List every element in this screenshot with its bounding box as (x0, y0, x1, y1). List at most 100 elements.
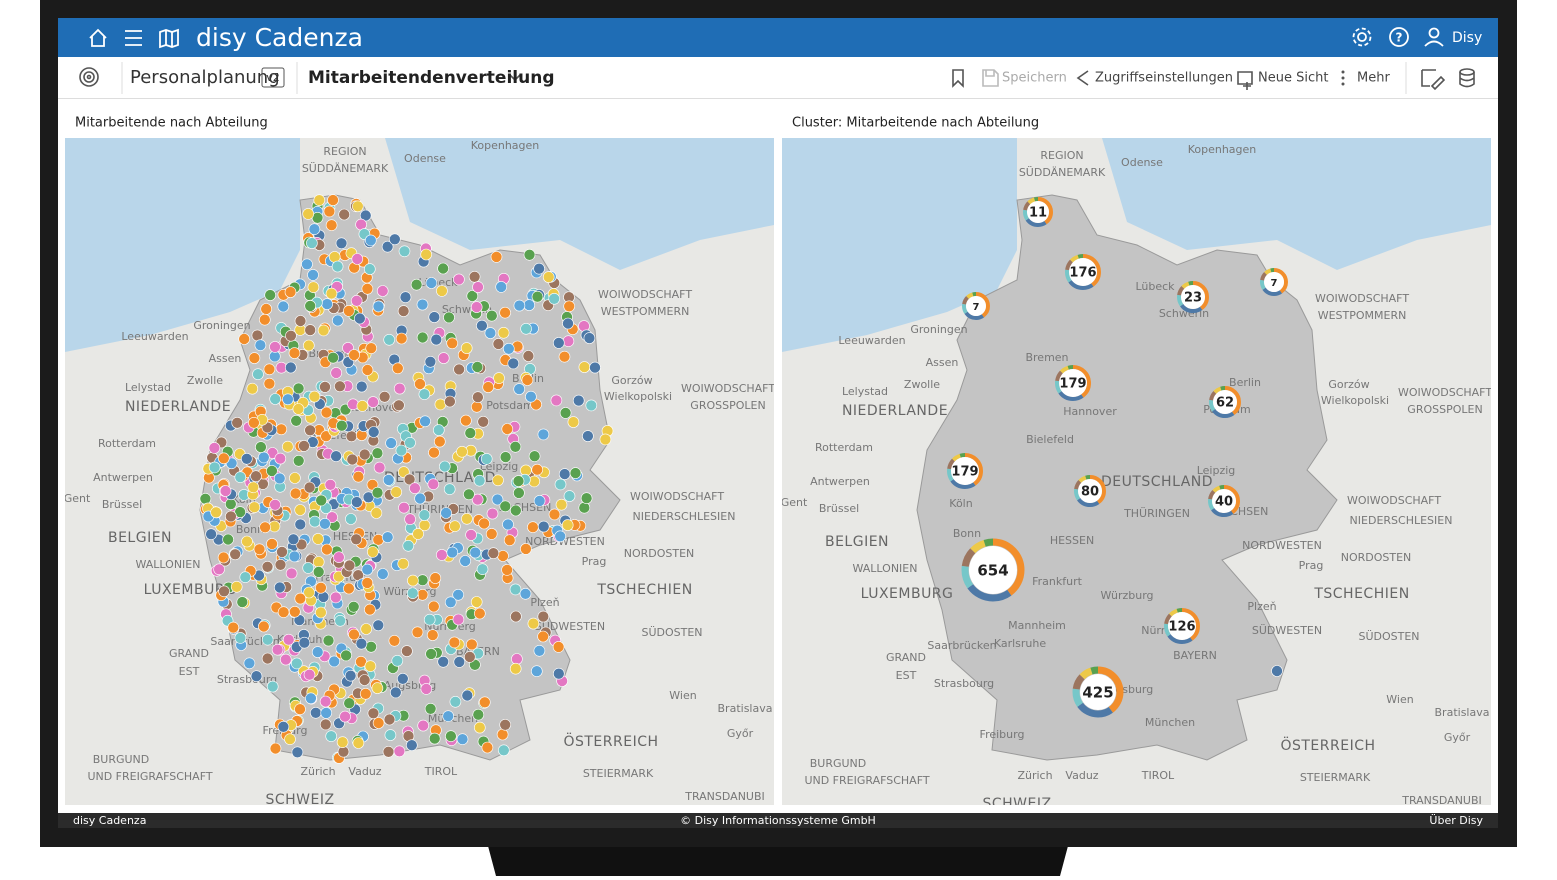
employee-point[interactable] (390, 486, 403, 498)
employee-point[interactable] (210, 506, 222, 519)
employee-point[interactable] (331, 260, 344, 273)
employee-point[interactable] (302, 208, 315, 220)
employee-point[interactable] (509, 440, 522, 453)
employee-point[interactable] (353, 312, 366, 325)
employee-point[interactable] (261, 560, 274, 573)
employee-point[interactable] (333, 551, 345, 564)
employee-point[interactable] (442, 710, 455, 723)
employee-point[interactable] (371, 486, 384, 499)
employee-point[interactable] (304, 424, 316, 437)
employee-point[interactable] (302, 339, 315, 352)
employee-point[interactable] (365, 342, 378, 355)
employee-point[interactable] (503, 534, 516, 547)
employee-point[interactable] (281, 440, 294, 453)
employee-point[interactable] (569, 467, 582, 479)
employee-point[interactable] (384, 729, 397, 741)
share-icon[interactable] (1076, 70, 1089, 86)
employee-point[interactable] (273, 581, 286, 594)
employee-point[interactable] (501, 564, 513, 576)
footer-right[interactable]: Über Disy (1429, 814, 1483, 827)
employee-point[interactable] (497, 550, 509, 562)
employee-point[interactable] (428, 732, 441, 745)
employee-point[interactable] (351, 200, 364, 213)
employee-point[interactable] (383, 713, 396, 726)
employee-point[interactable] (347, 600, 360, 613)
employee-point[interactable] (492, 474, 504, 487)
employee-point[interactable] (303, 668, 316, 681)
employee-point[interactable] (399, 291, 412, 304)
employee-point[interactable] (266, 538, 278, 550)
cluster-count[interactable]: 62 (1216, 396, 1234, 411)
employee-point[interactable] (334, 380, 346, 393)
employee-point[interactable] (308, 390, 321, 403)
employee-point[interactable] (554, 530, 567, 543)
employee-point[interactable] (277, 300, 290, 313)
edit-icon[interactable] (1421, 69, 1446, 91)
employee-point[interactable] (355, 637, 368, 650)
employee-point[interactable] (236, 596, 249, 608)
employee-point[interactable] (261, 652, 274, 665)
target-icon[interactable] (79, 67, 99, 87)
employee-point[interactable] (335, 237, 348, 250)
employee-point[interactable] (468, 270, 481, 283)
employee-point[interactable] (350, 496, 363, 508)
employee-point[interactable] (472, 708, 485, 721)
employee-point[interactable] (425, 277, 438, 289)
employee-point[interactable] (284, 361, 297, 374)
employee-point[interactable] (311, 646, 324, 658)
employee-point[interactable] (427, 600, 440, 613)
employee-point[interactable] (533, 495, 546, 507)
employee-point[interactable] (343, 582, 355, 595)
employee-point[interactable] (521, 374, 534, 386)
employee-point[interactable] (525, 390, 537, 403)
employee-point[interactable] (425, 648, 437, 660)
employee-point[interactable] (199, 492, 212, 505)
employee-point[interactable] (513, 299, 526, 312)
employee-point[interactable] (339, 710, 351, 723)
employee-point[interactable] (289, 487, 302, 500)
employee-point[interactable] (473, 474, 486, 487)
employee-point[interactable] (292, 403, 305, 415)
employee-point[interactable] (477, 415, 490, 428)
employee-point[interactable] (303, 586, 315, 599)
employee-point[interactable] (582, 430, 594, 442)
employee-point[interactable] (266, 680, 279, 693)
employee-point[interactable] (294, 703, 306, 716)
employee-point[interactable] (257, 451, 270, 464)
employee-point[interactable] (523, 249, 536, 261)
cluster-count[interactable]: 176 (1069, 266, 1096, 281)
employee-point[interactable] (251, 329, 264, 342)
employee-point[interactable] (250, 470, 262, 483)
employee-point[interactable] (345, 430, 358, 443)
employee-point[interactable] (298, 440, 310, 452)
workbook-name[interactable]: Personalplanung (130, 67, 280, 88)
employee-point[interactable] (471, 361, 484, 373)
employee-point[interactable] (260, 303, 273, 315)
employee-point[interactable] (218, 585, 230, 598)
employee-point[interactable] (309, 706, 322, 719)
employee-point[interactable] (412, 528, 424, 540)
employee-point[interactable] (391, 654, 404, 667)
employee-point[interactable] (460, 414, 472, 427)
employee-point[interactable] (527, 617, 540, 630)
employee-point[interactable] (424, 702, 437, 715)
employee-point[interactable] (360, 623, 373, 635)
employee-point[interactable] (578, 501, 591, 514)
employee-point[interactable] (208, 442, 221, 454)
employee-point[interactable] (321, 298, 333, 310)
employee-point[interactable] (307, 281, 320, 294)
map-clusters[interactable]: REGION SÜDDÄNEMARK Odense Kopenhagen Groning… (781, 138, 1493, 812)
employee-point[interactable] (471, 493, 484, 506)
employee-point[interactable] (456, 733, 469, 746)
employee-point[interactable] (382, 474, 395, 486)
employee-point[interactable] (352, 737, 365, 749)
employee-point[interactable] (531, 290, 544, 303)
employee-point[interactable] (493, 372, 505, 384)
new-view-icon[interactable] (1237, 71, 1253, 90)
employee-point[interactable] (275, 423, 288, 436)
employee-point[interactable] (308, 515, 321, 528)
employee-point[interactable] (277, 606, 290, 619)
employee-point[interactable] (372, 300, 385, 313)
employee-point[interactable] (340, 649, 352, 662)
employee-point[interactable] (406, 587, 419, 600)
